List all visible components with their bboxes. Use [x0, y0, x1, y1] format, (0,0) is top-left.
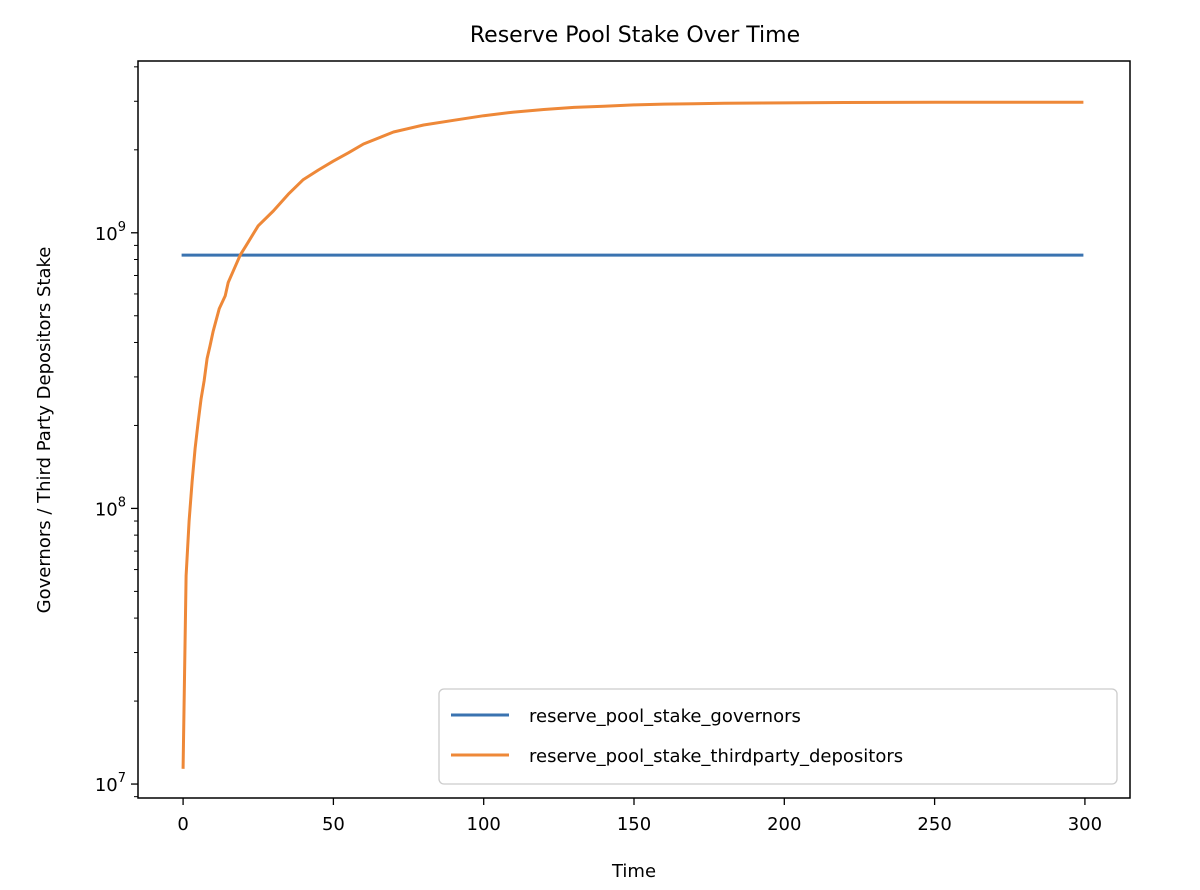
x-tick-label: 300 [1068, 814, 1102, 835]
x-axis-ticks: 0 50 100 150 200 250 300 [177, 798, 1102, 835]
y-tick-label: 108 [95, 495, 126, 520]
legend-label-1: reserve_pool_stake_thirdparty_depositors [529, 746, 903, 767]
x-axis-label: Time [611, 861, 656, 882]
legend: reserve_pool_stake_governors reserve_pool… [438, 688, 1118, 785]
y-tick-label: 109 [95, 220, 126, 245]
series-line-1 [181, 100, 1084, 769]
y-tick-label: 107 [95, 771, 126, 796]
x-tick-label: 50 [322, 814, 345, 835]
series-layer [181, 100, 1084, 769]
legend-box [438, 688, 1118, 785]
y-axis-ticks: 107 108 109 [95, 66, 138, 798]
x-tick-label: 100 [467, 814, 501, 835]
x-tick-label: 0 [177, 814, 188, 835]
legend-label-0: reserve_pool_stake_governors [529, 706, 801, 727]
x-tick-label: 200 [767, 814, 801, 835]
y-axis-label: Governors / Third Party Depositors Stake [34, 247, 55, 614]
x-tick-label: 150 [617, 814, 651, 835]
x-tick-label: 250 [917, 814, 951, 835]
chart-title: Reserve Pool Stake Over Time [470, 23, 800, 48]
